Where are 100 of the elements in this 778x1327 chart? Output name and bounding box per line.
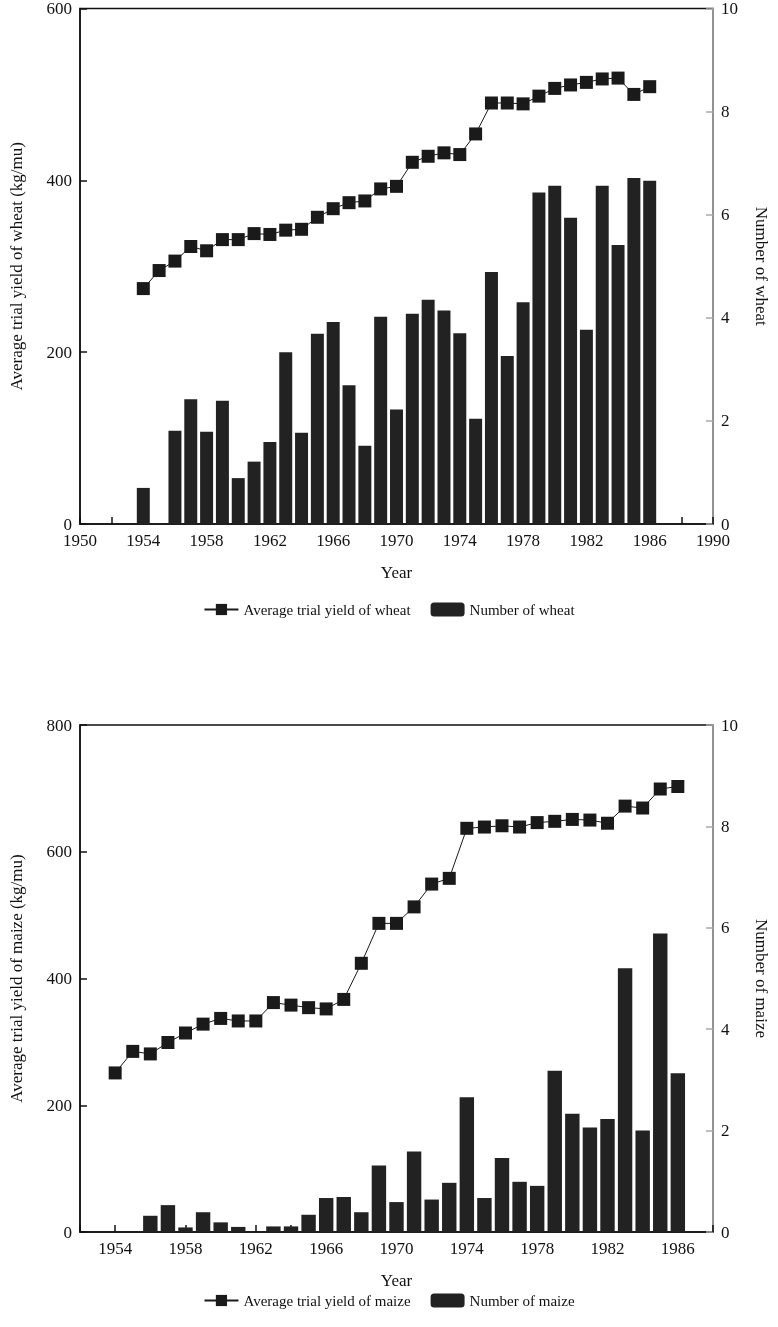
point [421,149,435,163]
bar [500,355,514,524]
point [516,97,530,111]
bar [564,217,578,524]
point [319,1002,333,1016]
x-tick-label: 1978 [520,1239,555,1258]
bar [318,1198,334,1232]
bar [374,316,388,524]
bar [231,478,245,524]
bar [168,430,182,524]
point [530,816,544,830]
y-axis-title: Average trial yield of wheat (kg/mu) [7,142,26,391]
bar [195,1212,211,1232]
x-axis-title: Year [380,1271,413,1290]
point [374,182,388,196]
x-tick-label: 1978 [506,531,541,550]
bar [453,333,467,524]
bar [231,1226,246,1232]
point [342,196,356,210]
point [425,877,439,891]
bar [266,1226,281,1232]
y-axis-title: Average trial yield of maize (kg/mu) [7,854,26,1103]
bar [469,418,483,524]
bar [301,1214,316,1232]
point [284,998,298,1012]
bar [389,1202,404,1232]
point [136,282,150,296]
bar [283,1226,299,1232]
bar [405,313,419,524]
y2-tick-label: 0 [721,514,730,534]
bar [390,409,403,524]
bar [310,333,324,524]
y2-tick-label: 2 [721,411,730,431]
bar [358,445,372,524]
point [643,80,657,94]
point [372,916,386,930]
legend-label: Number of wheat [469,601,576,618]
bar [547,1070,562,1232]
bar [263,442,277,524]
bar [424,1199,439,1232]
point [354,956,368,970]
point [611,71,625,85]
point [390,916,403,930]
y2-tick-label: 6 [721,918,730,938]
point [437,146,451,160]
point [618,799,632,813]
x-tick-label: 1962 [252,531,287,550]
point [126,1044,140,1058]
x-axis-title: Year [380,563,413,582]
point [407,900,421,914]
bar [532,192,546,524]
bar [442,1182,457,1232]
point [595,72,609,86]
point [302,1001,316,1015]
x-tick-label: 1954 [126,531,161,550]
point [653,782,667,796]
point [168,254,182,268]
bar [484,271,498,524]
point [295,222,309,236]
x-tick-label: 1954 [98,1239,133,1258]
bar [582,1127,598,1232]
point [184,239,198,253]
point [196,1017,210,1031]
point [152,264,166,278]
bar [653,933,668,1232]
bar [595,185,609,524]
x-tick-label: 1958 [189,531,224,550]
point [231,233,245,247]
bar [342,385,356,524]
y2-tick-label: 8 [721,816,730,836]
point [442,871,456,885]
point [249,1014,263,1028]
bar [670,1073,686,1232]
point [532,89,546,103]
bar [406,1151,422,1232]
bar [512,1181,527,1232]
point [358,194,372,208]
legend-label: Number of maize [469,1292,575,1309]
bar [617,968,633,1232]
bar [295,432,309,524]
bar [354,1212,369,1232]
bar [627,178,641,524]
point [453,148,467,162]
bar [565,1113,580,1232]
point [263,227,277,241]
bar [326,321,340,524]
x-tick-label: 1982 [590,1239,625,1258]
x-tick-label: 1990 [696,531,730,550]
bar [215,400,229,524]
x-tick-label: 1962 [238,1239,273,1258]
point [495,819,509,833]
bar [184,399,198,524]
point [390,179,403,193]
point [513,820,527,834]
bar [548,185,562,524]
bar [200,431,214,524]
bar [579,329,593,524]
point [636,801,650,815]
bar [336,1197,351,1232]
point [326,202,340,216]
